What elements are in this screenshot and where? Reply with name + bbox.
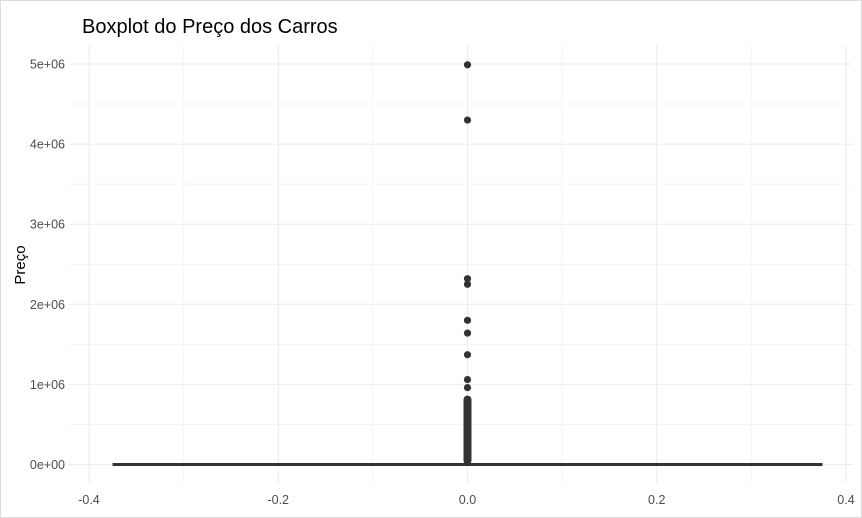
y-tick-label: 4e+06 bbox=[30, 138, 65, 152]
x-tick-label: 0.2 bbox=[648, 493, 665, 507]
outlier-point bbox=[463, 384, 472, 392]
outlier-point bbox=[463, 316, 472, 324]
outlier-points bbox=[463, 61, 472, 465]
outlier-point bbox=[463, 329, 472, 337]
y-tick-label: 3e+06 bbox=[30, 218, 65, 232]
y-tick-label: 5e+06 bbox=[30, 58, 65, 72]
outlier-point bbox=[463, 375, 472, 384]
outlier-point bbox=[463, 351, 472, 359]
x-tick-label: 0.4 bbox=[837, 493, 854, 507]
outlier-point bbox=[463, 280, 472, 288]
outlier-point bbox=[463, 275, 472, 283]
x-axis-ticks: -0.4 -0.2 0.0 0.2 0.4 bbox=[78, 493, 855, 507]
y-axis-label: Preço bbox=[12, 245, 29, 284]
y-axis-ticks: 0e+00 1e+06 2e+06 3e+06 4e+06 5e+06 bbox=[30, 58, 65, 473]
minor-grid bbox=[69, 45, 853, 483]
outlier-point bbox=[463, 61, 472, 69]
dense-outlier-column bbox=[463, 395, 472, 465]
x-tick-label: 0.0 bbox=[459, 493, 476, 507]
y-tick-label: 2e+06 bbox=[30, 298, 65, 312]
y-tick-label: 0e+00 bbox=[30, 458, 65, 472]
x-tick-label: -0.2 bbox=[267, 493, 289, 507]
outlier-point bbox=[463, 116, 472, 124]
x-tick-label: -0.4 bbox=[78, 493, 100, 507]
chart-title: Boxplot do Preço dos Carros bbox=[82, 16, 338, 38]
y-tick-label: 1e+06 bbox=[30, 378, 65, 392]
